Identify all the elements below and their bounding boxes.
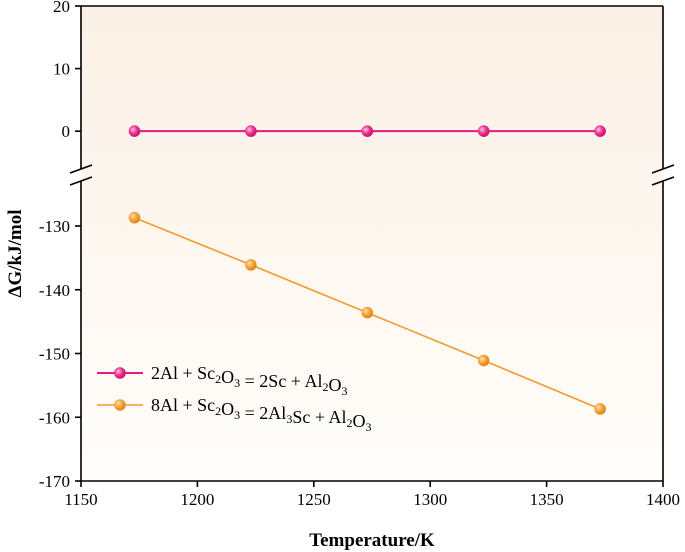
- y-tick-label: -160: [39, 408, 70, 427]
- series-2-point: [594, 403, 606, 415]
- axis-break-mark-right-a: [651, 164, 675, 174]
- x-tick-label: 1350: [530, 490, 564, 509]
- series-1-point: [245, 125, 257, 137]
- series-2-point: [245, 259, 257, 271]
- x-tick-label: 1200: [180, 490, 214, 509]
- series-2-point: [361, 306, 374, 319]
- y-axis-title: ΔG/kJ/mol: [5, 210, 26, 298]
- series-1-point: [128, 125, 141, 137]
- x-tick-label: 1300: [413, 490, 447, 509]
- legend-marker-1: [114, 367, 126, 379]
- legend-label-2: 8Al + Sc2O3 = 2Al3Sc + Al2O3: [151, 395, 371, 434]
- x-tick-label: 1150: [64, 490, 97, 509]
- y-tick-label: -130: [39, 217, 70, 236]
- series-1-point: [477, 125, 490, 137]
- legend-label-1: 2Al + Sc2O3 = 2Sc + Al2O3: [151, 363, 347, 398]
- series-1-point: [361, 125, 374, 137]
- y-tick-label: 0: [62, 122, 71, 141]
- y-tick-label: -140: [39, 281, 70, 300]
- x-axis-title: Temperature/K: [309, 530, 435, 551]
- axis-break-mark-left-b: [69, 176, 93, 186]
- axis-break-mark-left-a: [69, 164, 93, 174]
- series-1-point: [594, 125, 606, 137]
- plot-area: [81, 6, 663, 481]
- x-tick-label: 1400: [646, 490, 680, 509]
- x-tick-label: 1250: [297, 490, 331, 509]
- y-tick-label: 20: [53, 0, 70, 16]
- axis-break-mark-right-b: [651, 176, 675, 186]
- y-tick-label: 10: [53, 60, 70, 79]
- series-2-point: [128, 211, 141, 224]
- y-tick-label: -150: [39, 345, 70, 364]
- y-tick-label: -170: [39, 472, 70, 491]
- series-2-point: [477, 354, 490, 367]
- legend-marker-2: [114, 399, 126, 411]
